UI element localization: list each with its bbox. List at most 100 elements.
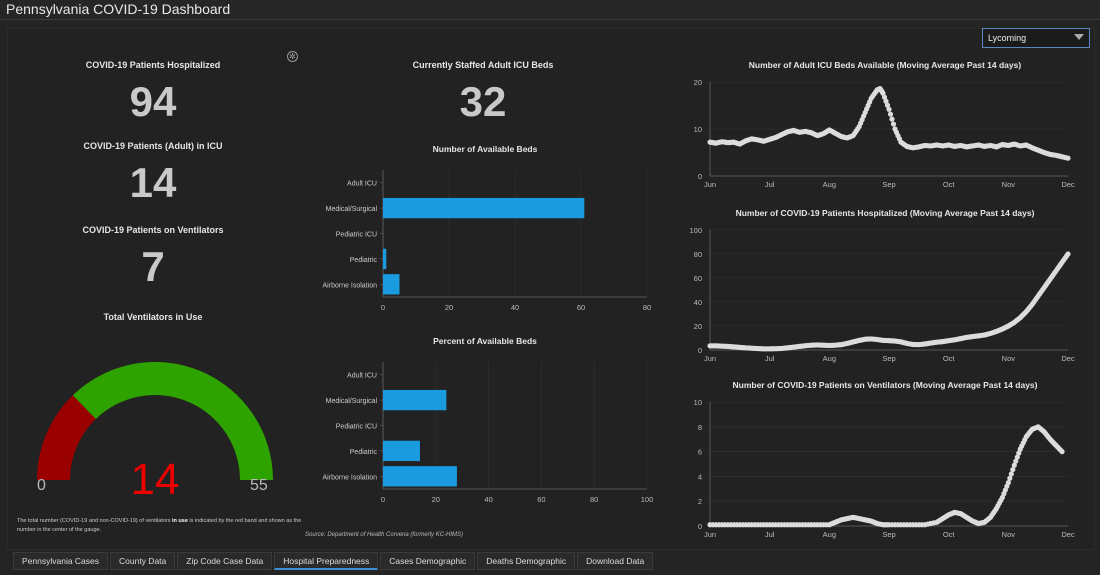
gauge-value: 14: [130, 455, 180, 504]
x-tick-label: Nov: [1002, 530, 1016, 539]
y-tick-label: 10: [694, 125, 702, 134]
x-tick-label: Jul: [765, 530, 775, 539]
bar: [383, 248, 387, 270]
x-tick-label: Sep: [882, 530, 895, 539]
tab-county-data[interactable]: County Data: [110, 552, 176, 570]
x-tick-label: 0: [381, 303, 385, 312]
tab-download-data[interactable]: Download Data: [577, 552, 654, 570]
title-bar: Pennsylvania COVID-19 Dashboard: [0, 0, 1100, 20]
ventilators-trend-chart: Number of COVID-19 Patients on Ventilato…: [694, 380, 1075, 539]
y-tick-label: 6: [698, 448, 702, 457]
available-beds-chart: Number of Available Beds 0 20 40 60 80 Adult I…: [323, 144, 652, 312]
category-label: Adult ICU: [347, 181, 377, 188]
data-point: [1005, 480, 1011, 486]
category-label: Medical/Surgical: [326, 398, 378, 405]
chart-title: Number of Available Beds: [433, 144, 538, 154]
x-tick-label: Oct: [943, 354, 956, 363]
data-point: [1014, 454, 1020, 460]
data-point: [887, 111, 894, 117]
x-tick-label: Dec: [1061, 354, 1075, 363]
kpi-hospitalized-label: COVID-19 Patients Hospitalized: [85, 60, 221, 70]
category-label: Airborne Isolation: [323, 474, 378, 481]
gauge-max: 55: [250, 477, 268, 494]
kpi-icu-label: COVID-19 Patients (Adult) in ICU: [83, 141, 223, 151]
category-label: Medical/Surgical: [326, 206, 378, 213]
hospitalized-trend-chart: Number of COVID-19 Patients Hospitalized…: [689, 208, 1075, 363]
bar: [383, 197, 585, 219]
x-tick-label: Dec: [1061, 530, 1075, 539]
data-point: [890, 121, 897, 127]
kpi-staffed-icu-label: Currently Staffed Adult ICU Beds: [412, 60, 554, 70]
data-point: [1011, 462, 1017, 468]
x-tick-label: 100: [641, 495, 654, 504]
gauge-red-band: [37, 395, 96, 480]
data-point: [883, 98, 889, 104]
tab-zip-code-case-data[interactable]: Zip Code Case Data: [177, 552, 273, 570]
settings-icon[interactable]: ✲: [287, 51, 298, 62]
data-point: [1013, 458, 1019, 464]
x-tick-label: 40: [511, 303, 519, 312]
data-point: [886, 106, 892, 112]
bar: [383, 389, 447, 411]
chevron-down-icon[interactable]: [1074, 34, 1084, 40]
x-tick-label: Jul: [765, 354, 775, 363]
ventilator-gauge: [37, 361, 273, 480]
tab-deaths-demographic[interactable]: Deaths Demographic: [477, 552, 576, 570]
gauge-min: 0: [37, 477, 46, 494]
x-tick-label: 40: [484, 495, 492, 504]
y-tick-label: 0: [698, 346, 702, 355]
app-title: Pennsylvania COVID-19 Dashboard: [6, 1, 231, 17]
x-tick-label: Nov: [1002, 180, 1016, 189]
county-select-value: Lycoming: [988, 33, 1027, 43]
y-tick-label: 10: [694, 398, 702, 407]
x-tick-label: Jun: [704, 180, 716, 189]
kpi-ventilators-value: 7: [141, 243, 165, 290]
x-tick-label: Oct: [943, 530, 956, 539]
data-point: [1065, 251, 1071, 257]
data-point: [1007, 475, 1013, 481]
y-tick-label: 8: [698, 423, 702, 432]
data-point: [884, 102, 891, 108]
x-tick-label: 60: [537, 495, 545, 504]
tab-cases-demographic[interactable]: Cases Demographic: [380, 552, 476, 570]
data-point: [1065, 155, 1071, 161]
chart-title: Number of COVID-19 Patients on Ventilato…: [733, 380, 1038, 390]
data-point: [889, 116, 895, 122]
x-tick-label: 60: [577, 303, 585, 312]
x-tick-label: Jun: [704, 354, 716, 363]
data-point: [881, 94, 888, 100]
category-label: Pediatric: [350, 449, 378, 456]
x-tick-label: Nov: [1002, 354, 1016, 363]
chart-title: Percent of Available Beds: [433, 336, 537, 346]
x-tick-label: Aug: [823, 354, 836, 363]
data-point: [1010, 466, 1016, 473]
kpi-staffed-icu-value: 32: [459, 78, 507, 125]
x-tick-label: Oct: [943, 180, 956, 189]
data-point: [1059, 449, 1065, 455]
gauge-title: Total Ventilators in Use: [103, 312, 203, 322]
icu-beds-trend-chart: Number of Adult ICU Beds Available (Movi…: [694, 60, 1075, 189]
x-tick-label: Sep: [882, 180, 895, 189]
county-select[interactable]: Lycoming: [982, 28, 1090, 48]
gauge-note: The total number (COVID-19 and non-COVID…: [17, 518, 302, 533]
source-note: Source: Department of Health Corvena (fo…: [305, 532, 464, 538]
kpi-ventilators-label: COVID-19 Patients on Ventilators: [82, 225, 224, 235]
bar: [383, 274, 400, 295]
y-tick-label: 0: [698, 522, 702, 531]
x-tick-label: 0: [381, 495, 385, 504]
data-point: [880, 90, 886, 96]
x-tick-label: Jul: [765, 180, 775, 189]
x-tick-label: 20: [445, 303, 453, 312]
tab-hospital-preparedness[interactable]: Hospital Preparedness: [274, 552, 379, 570]
tab-pennsylvania-cases[interactable]: Pennsylvania Cases: [13, 552, 109, 570]
y-tick-label: 40: [694, 298, 702, 307]
x-tick-label: 20: [432, 495, 440, 504]
bar: [383, 440, 420, 462]
kpi-icu-value: 14: [129, 159, 177, 206]
y-tick-label: 20: [694, 78, 702, 87]
data-point: [1008, 471, 1014, 477]
y-tick-label: 4: [698, 472, 702, 481]
x-tick-label: Aug: [823, 180, 836, 189]
y-tick-label: 0: [698, 172, 702, 181]
kpi-hospitalized-value: 94: [129, 78, 177, 125]
